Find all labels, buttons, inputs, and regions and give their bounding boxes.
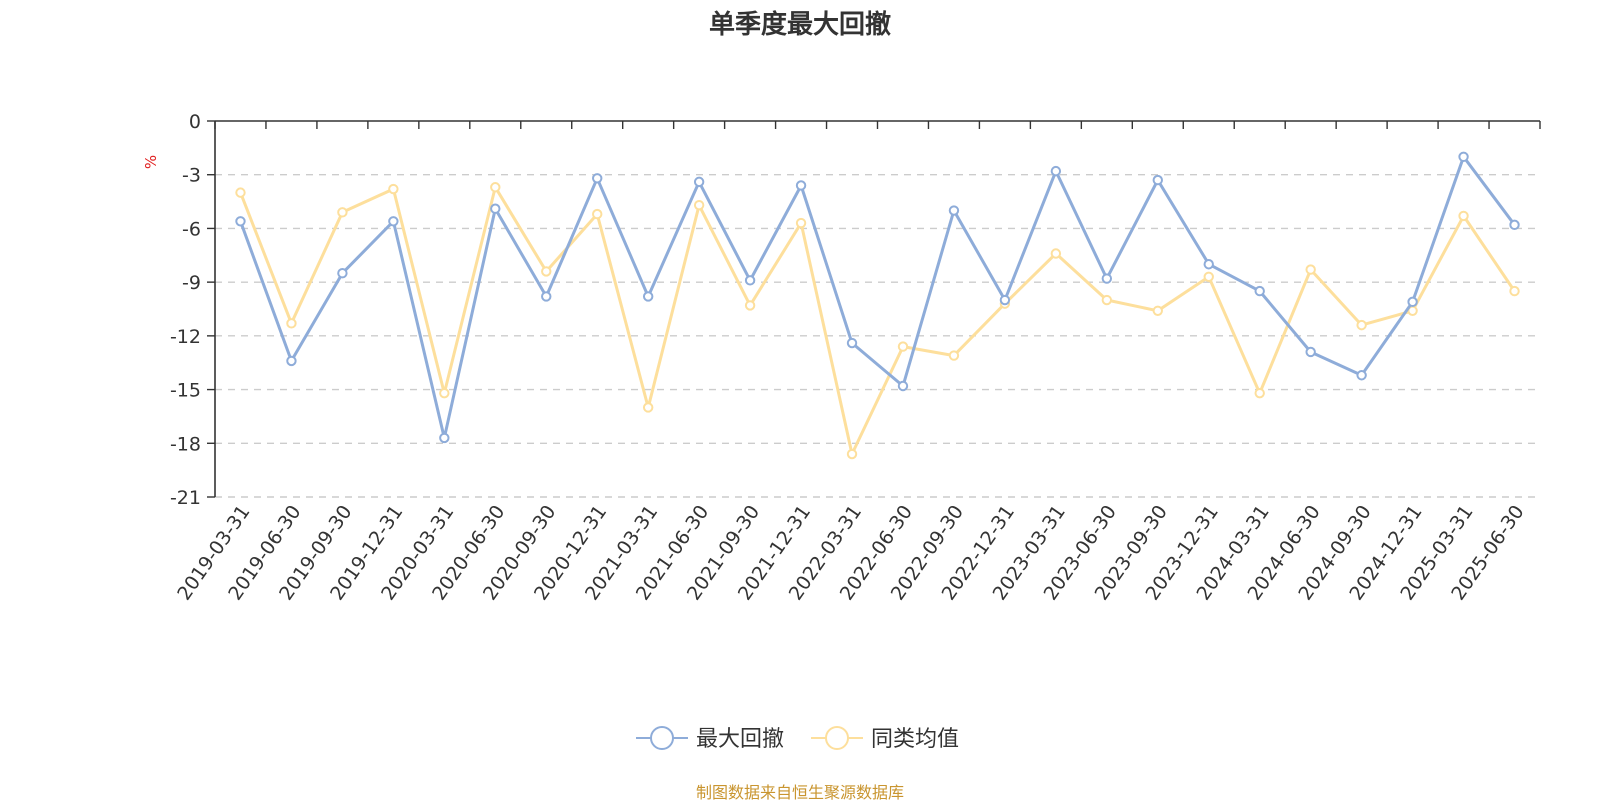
chart-title: 单季度最大回撤 xyxy=(708,10,891,40)
data-point[interactable] xyxy=(642,291,654,302)
data-point[interactable] xyxy=(592,208,603,220)
data-point[interactable] xyxy=(1407,296,1418,308)
legend-item[interactable]: 同类均值 xyxy=(811,726,959,752)
data-point[interactable] xyxy=(490,203,501,214)
data-point[interactable] xyxy=(1050,248,1062,259)
data-point[interactable] xyxy=(337,207,348,218)
legend-item[interactable]: 最大回撤 xyxy=(636,726,784,752)
series-2 xyxy=(235,182,1520,460)
data-point[interactable] xyxy=(592,173,603,184)
y-tick-label: -3 xyxy=(182,165,201,187)
y-tick-label: -15 xyxy=(170,380,201,402)
data-point[interactable] xyxy=(1101,294,1113,306)
data-point[interactable] xyxy=(1152,174,1163,186)
data-point[interactable] xyxy=(693,199,705,211)
data-point[interactable] xyxy=(1305,264,1316,275)
data-point[interactable] xyxy=(235,216,246,227)
data-point[interactable] xyxy=(846,337,858,349)
data-point[interactable] xyxy=(1509,219,1520,231)
data-point[interactable] xyxy=(1050,165,1062,177)
data-point[interactable] xyxy=(1356,370,1367,381)
data-point[interactable] xyxy=(1203,259,1214,270)
data-point[interactable] xyxy=(999,294,1011,306)
data-point[interactable] xyxy=(490,182,501,193)
axes: 0-3-6-9-12-15-18-212019-03-312019-06-302… xyxy=(170,111,1541,604)
data-point[interactable] xyxy=(1305,346,1316,358)
data-point[interactable] xyxy=(1509,285,1520,297)
y-tick-label: -12 xyxy=(170,326,201,348)
y-tick-label: 0 xyxy=(189,111,201,133)
data-point[interactable] xyxy=(388,216,399,227)
data-point[interactable] xyxy=(948,205,960,216)
data-point[interactable] xyxy=(1254,285,1265,297)
data-point[interactable] xyxy=(642,402,654,413)
series-lines xyxy=(235,151,1520,460)
series-1 xyxy=(235,151,1520,444)
data-point[interactable] xyxy=(744,300,756,311)
data-point[interactable] xyxy=(744,275,756,286)
data-point[interactable] xyxy=(795,180,807,191)
data-point[interactable] xyxy=(693,176,705,188)
legend-label: 最大回撤 xyxy=(696,727,784,752)
data-point[interactable] xyxy=(235,187,246,198)
data-point[interactable] xyxy=(846,448,858,460)
y-tick-label: -21 xyxy=(170,487,201,509)
data-point[interactable] xyxy=(1101,273,1113,284)
data-point[interactable] xyxy=(286,355,297,367)
data-point[interactable] xyxy=(1458,210,1469,222)
legend-label: 同类均值 xyxy=(871,727,959,752)
legend-circle-icon xyxy=(650,726,674,750)
source-note: 制图数据来自恒生聚源数据库 xyxy=(695,783,904,802)
data-point[interactable] xyxy=(1152,305,1163,316)
data-point[interactable] xyxy=(388,183,399,195)
data-point[interactable] xyxy=(948,350,960,361)
legend[interactable]: 最大回撤 同类均值 xyxy=(636,726,959,752)
data-point[interactable] xyxy=(795,217,807,229)
data-point[interactable] xyxy=(1203,271,1214,282)
series-line xyxy=(239,185,1516,456)
grid-lines xyxy=(215,174,1540,498)
series-line xyxy=(239,155,1516,440)
data-point[interactable] xyxy=(1356,319,1367,331)
y-tick-label: -18 xyxy=(170,433,201,455)
data-point[interactable] xyxy=(286,318,297,329)
data-point[interactable] xyxy=(439,387,450,399)
data-point[interactable] xyxy=(897,380,909,392)
y-tick-label: -9 xyxy=(182,272,201,294)
data-point[interactable] xyxy=(337,267,348,279)
data-point[interactable] xyxy=(541,291,552,302)
data-point[interactable] xyxy=(1458,151,1469,163)
legend-circle-icon xyxy=(825,726,849,750)
data-point[interactable] xyxy=(541,266,552,277)
data-point[interactable] xyxy=(439,432,450,444)
y-axis-label: % xyxy=(142,155,160,169)
data-point[interactable] xyxy=(1254,387,1265,399)
y-tick-label: -6 xyxy=(182,218,201,240)
data-point[interactable] xyxy=(897,341,909,352)
